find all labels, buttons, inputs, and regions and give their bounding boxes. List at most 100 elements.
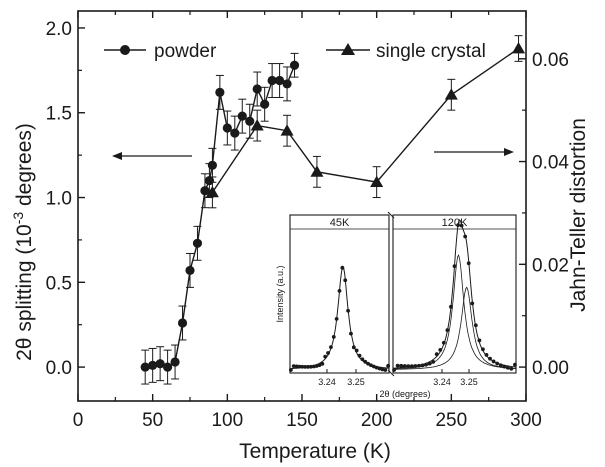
inset-component-curve xyxy=(393,254,516,370)
inset-data-point xyxy=(488,356,492,361)
inset-data-point xyxy=(484,352,489,357)
inset-plot: Intensity (a.u.) 2θ (degrees) 45K 3.24 3.25 1… xyxy=(275,211,517,399)
inset-data-point xyxy=(513,362,517,367)
inset-data-point xyxy=(314,364,319,368)
inset-data-point xyxy=(495,361,500,366)
inset-data-point xyxy=(459,223,464,228)
x-tick-label: 300 xyxy=(510,410,542,431)
inset-x-tick-label: 3.25 xyxy=(347,377,365,387)
y-left-tick-label: 1.5 xyxy=(46,104,72,125)
annotation-arrows xyxy=(112,148,514,160)
inset-axis-break xyxy=(387,369,395,377)
inset-data-point xyxy=(323,354,328,359)
y-right-axis-ticks: 0.00 0.02 0.04 0.06 xyxy=(519,50,569,379)
inset-data-point xyxy=(509,366,514,371)
y-left-tick-label: 2.0 xyxy=(46,19,72,40)
inset-data-point xyxy=(346,308,350,313)
arrow-left-head xyxy=(112,152,122,160)
inset-axis-break xyxy=(387,211,395,219)
inset-data-point xyxy=(337,289,342,293)
data-point-circle xyxy=(222,123,232,133)
inset-data-point xyxy=(463,234,468,239)
inset-data-point xyxy=(498,363,503,368)
inset-data-point xyxy=(413,364,418,368)
y-left-axis-ticks: 0.0 0.5 1.0 1.5 2.0 xyxy=(46,19,85,379)
inset-data-point xyxy=(386,363,391,368)
y-left-axis-title-exponent: -3 xyxy=(10,212,26,225)
inset-data-point xyxy=(424,362,428,367)
inset-data-point xyxy=(326,351,330,355)
inset-data-point xyxy=(477,338,482,343)
inset-x-tick-label: 3.25 xyxy=(460,377,478,387)
data-point-circle xyxy=(192,238,203,248)
inset-data-point xyxy=(360,357,365,362)
inset-data-point xyxy=(399,363,404,368)
inset-data-point xyxy=(308,364,313,369)
x-tick-label: 50 xyxy=(142,410,163,431)
y-left-tick-label: 1.0 xyxy=(46,189,72,210)
y-left-tick-label: 0.0 xyxy=(46,358,72,379)
inset-panel-left-frame xyxy=(289,214,390,374)
inset-data-point xyxy=(491,359,496,364)
arrow-right-head xyxy=(504,148,514,156)
inset-panel-right-frame xyxy=(392,214,517,374)
x-tick-label: 100 xyxy=(211,410,243,431)
series-line xyxy=(145,65,296,368)
inset-data-point xyxy=(452,264,457,269)
inset-data-point xyxy=(441,340,446,345)
data-point-circle xyxy=(170,357,180,367)
data-point-circle xyxy=(177,318,188,328)
inset-x-label: 2θ (degrees) xyxy=(379,389,430,399)
inset-data-point xyxy=(395,363,400,368)
inset-data-point xyxy=(449,304,453,309)
data-point-circle xyxy=(289,60,300,70)
x-axis-title: Temperature (K) xyxy=(239,440,391,463)
inset-data-point xyxy=(420,363,425,368)
inset-x-tick-label: 3.24 xyxy=(318,377,336,387)
x-tick-label: 0 xyxy=(73,410,84,431)
y-right-tick-label: 0.02 xyxy=(532,255,569,276)
y-right-axis-title: Jahn-Teller distortion xyxy=(567,118,590,312)
inset-data-point xyxy=(288,368,293,372)
inset-data-point xyxy=(383,368,388,372)
inset-data-point xyxy=(402,364,407,368)
inset-data-point xyxy=(470,301,475,306)
x-axis-ticks: 0 50 100 150 200 250 300 xyxy=(73,11,542,431)
y-right-tick-label: 0.00 xyxy=(532,358,569,379)
inset-data-point xyxy=(473,323,478,328)
x-tick-label: 250 xyxy=(435,410,467,431)
inset-data-point xyxy=(445,328,450,333)
data-point-circle xyxy=(200,186,210,196)
inset-data-point xyxy=(329,345,333,350)
data-point-circle xyxy=(245,116,255,126)
data-point-triangle xyxy=(250,119,264,131)
inset-data-point xyxy=(481,347,485,352)
data-point-circle xyxy=(267,75,277,86)
inset-data-point xyxy=(291,364,296,369)
inset-data-point xyxy=(300,364,305,369)
inset-data-point xyxy=(406,364,411,368)
inset-data-point xyxy=(351,345,356,350)
y-left-tick-label: 0.5 xyxy=(46,273,72,294)
inset-data-point xyxy=(369,363,373,368)
inset-data-point xyxy=(466,261,471,266)
inset-panel-label: 120K xyxy=(442,217,468,229)
legend-marker-powder xyxy=(120,45,130,55)
data-point-circle xyxy=(275,75,285,86)
inset-data-point xyxy=(371,364,376,369)
data-point-circle xyxy=(148,360,158,370)
inset-data-point xyxy=(456,223,460,228)
inset-data-point xyxy=(303,364,308,369)
series-line xyxy=(211,47,519,193)
x-tick-label: 200 xyxy=(361,410,393,431)
inset-data-point xyxy=(311,364,316,369)
legend-label-crystal: single crystal xyxy=(376,41,486,62)
inset-data-point xyxy=(417,363,421,368)
y-right-tick-label: 0.04 xyxy=(532,153,569,174)
inset-data-point xyxy=(297,364,302,369)
inset-data-point xyxy=(343,278,348,283)
series-powder xyxy=(140,52,300,385)
data-point-triangle xyxy=(280,124,294,136)
inset-data-point xyxy=(380,367,385,372)
